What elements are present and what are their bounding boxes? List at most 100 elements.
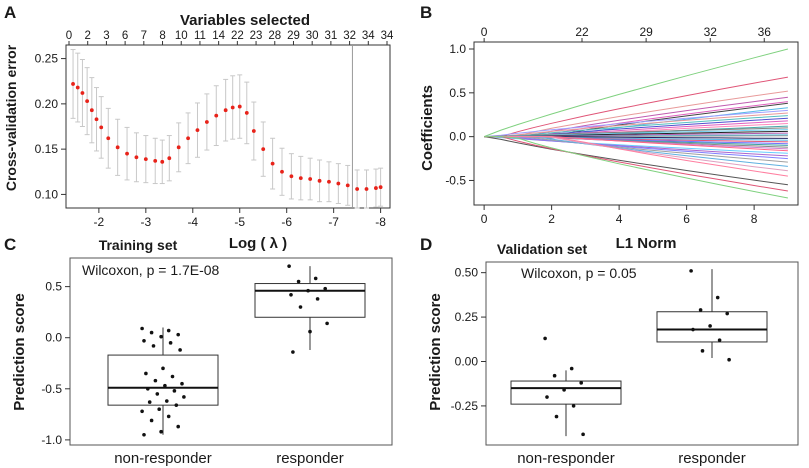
panel-a-point bbox=[251, 129, 256, 133]
panel-d-point bbox=[715, 295, 720, 300]
panel-a-toptick-label: 11 bbox=[194, 30, 206, 42]
panel-c-point bbox=[159, 334, 163, 339]
panel-b-ytick-label: -0.5 bbox=[445, 173, 466, 187]
panel-a-point bbox=[355, 187, 360, 191]
panel-b-coef-path bbox=[484, 136, 788, 186]
panel-letter-c: C bbox=[4, 235, 16, 254]
panel-a-point bbox=[336, 181, 341, 186]
panel-a-xtick-label: -4 bbox=[187, 215, 198, 229]
panel-a-toptick-label: 30 bbox=[306, 30, 319, 42]
panel-c-plot: -1.0 -0.5 0.0 0.5 bbox=[41, 257, 393, 447]
panel-c-point bbox=[170, 374, 175, 379]
panel-d-point bbox=[708, 324, 712, 328]
panel-c-point bbox=[140, 326, 144, 331]
panel-c-point bbox=[306, 288, 310, 293]
panel-c-point bbox=[151, 344, 156, 348]
panel-a-point bbox=[327, 179, 331, 184]
panel-a-point bbox=[99, 125, 104, 130]
panel-a-point bbox=[143, 157, 148, 162]
panel-d-cat-responder: responder bbox=[678, 450, 746, 467]
panel-a-point bbox=[289, 174, 294, 179]
panel-b-ytick-label: 1.0 bbox=[449, 42, 466, 56]
panel-a-point bbox=[214, 113, 219, 118]
panel-a-point bbox=[75, 85, 80, 90]
panel-b-ytick-label: 0.5 bbox=[449, 86, 466, 100]
panel-c-frame bbox=[69, 257, 393, 446]
panel-b-coef-path bbox=[483, 48, 789, 138]
panel-a-point bbox=[153, 159, 158, 163]
panel-b-coef-path bbox=[484, 136, 788, 177]
panel-b-ylabel: Coefficients bbox=[419, 85, 436, 171]
panel-c-title: Training set bbox=[99, 237, 178, 253]
panel-c-box bbox=[254, 283, 366, 318]
panel-c-point bbox=[155, 392, 160, 396]
panel-a-point bbox=[160, 159, 165, 164]
panel-c-point bbox=[174, 403, 179, 407]
panel-c-point bbox=[168, 341, 173, 345]
panel-a-toptick-label: 14 bbox=[212, 30, 225, 42]
panel-a-toptick-label: 32 bbox=[343, 30, 356, 42]
panel-d-point bbox=[691, 327, 695, 332]
panel-b-toptick-label: 0 bbox=[481, 25, 488, 39]
panel-a-toptick-label: 23 bbox=[250, 30, 263, 42]
panel-a-point bbox=[261, 147, 266, 152]
panel-a-point bbox=[115, 145, 120, 150]
panel-a-xtick-label: -6 bbox=[281, 215, 292, 229]
panel-d-point bbox=[581, 432, 585, 437]
panel-a-toptick-label: 34 bbox=[381, 30, 394, 42]
panel-a-xtick-label: -8 bbox=[375, 215, 386, 229]
panel-d-point bbox=[545, 395, 549, 399]
panel-c-ytick-label: -1.0 bbox=[41, 433, 62, 447]
panel-a-point bbox=[195, 128, 200, 133]
panel-a-toptick-label: 29 bbox=[287, 30, 300, 42]
panel-b-toptick-label: 32 bbox=[704, 25, 718, 39]
panel-c-point bbox=[172, 389, 177, 393]
panel-c-point bbox=[144, 371, 148, 376]
panel-b-ytick-label: 0.0 bbox=[449, 130, 466, 144]
panel-b-plot: 0 2 4 6 8 -0.5 0.0 0.5 1.0 0 22 29 32 36 bbox=[445, 25, 799, 226]
panel-a-xlabel: Log ( λ ) bbox=[229, 235, 287, 252]
panel-c-point bbox=[165, 399, 169, 403]
panel-a-xtick-label: -7 bbox=[328, 215, 339, 229]
panel-a-point bbox=[374, 186, 378, 190]
panel-d-ytick-label: 0.50 bbox=[455, 266, 479, 280]
panel-c-annotation: Wilcoxon, p = 1.7E-08 bbox=[82, 262, 220, 278]
panel-a-toptick-label: 6 bbox=[122, 30, 128, 42]
panel-b-xtick-label: 4 bbox=[616, 212, 623, 226]
panel-b-toptick-label: 36 bbox=[758, 25, 772, 39]
panel-a-toptick-label: 2 bbox=[85, 30, 91, 42]
panel-a-xtick-label: -2 bbox=[94, 215, 105, 229]
panel-b-xlabel: L1 Norm bbox=[616, 235, 677, 252]
panel-c-point bbox=[147, 400, 152, 404]
panel-d-ylabel: Prediction score bbox=[427, 293, 444, 411]
panel-d-cat-nonresponder: non-responder bbox=[517, 450, 615, 467]
panel-d-point bbox=[689, 269, 693, 273]
panel-a-ylabel: Cross-validation error bbox=[3, 44, 19, 191]
panel-a-point bbox=[204, 120, 209, 124]
panel-d-point bbox=[571, 404, 576, 408]
panel-d-point bbox=[569, 366, 574, 371]
panel-c-ytick-label: -0.5 bbox=[41, 382, 62, 396]
panel-d-ytick-label: 0.25 bbox=[455, 310, 479, 324]
panel-a-point bbox=[85, 99, 90, 104]
panel-d-point bbox=[698, 308, 703, 312]
panel-c-point bbox=[289, 292, 293, 297]
panel-c-point bbox=[153, 378, 158, 383]
panel-d-box bbox=[656, 311, 768, 343]
panel-c-box bbox=[107, 354, 219, 406]
panel-a-ytick-label: 0.10 bbox=[35, 187, 59, 201]
panel-c-point bbox=[176, 332, 180, 337]
panel-a-toptick-label: 8 bbox=[159, 30, 165, 42]
panel-c-point bbox=[178, 348, 182, 352]
panel-a-point bbox=[167, 156, 172, 161]
panel-b-xtick-label: 2 bbox=[548, 212, 555, 226]
panel-d-ytick-label: 0.00 bbox=[455, 354, 479, 368]
panel-letter-b: B bbox=[420, 3, 432, 22]
panel-a-point bbox=[125, 151, 129, 156]
panel-a-toptick-label: 10 bbox=[175, 30, 188, 42]
panel-c-point bbox=[157, 407, 161, 412]
panel-c-point bbox=[161, 366, 165, 371]
panel-b-coef-path bbox=[484, 136, 788, 192]
panel-b-coef-path bbox=[484, 136, 788, 199]
